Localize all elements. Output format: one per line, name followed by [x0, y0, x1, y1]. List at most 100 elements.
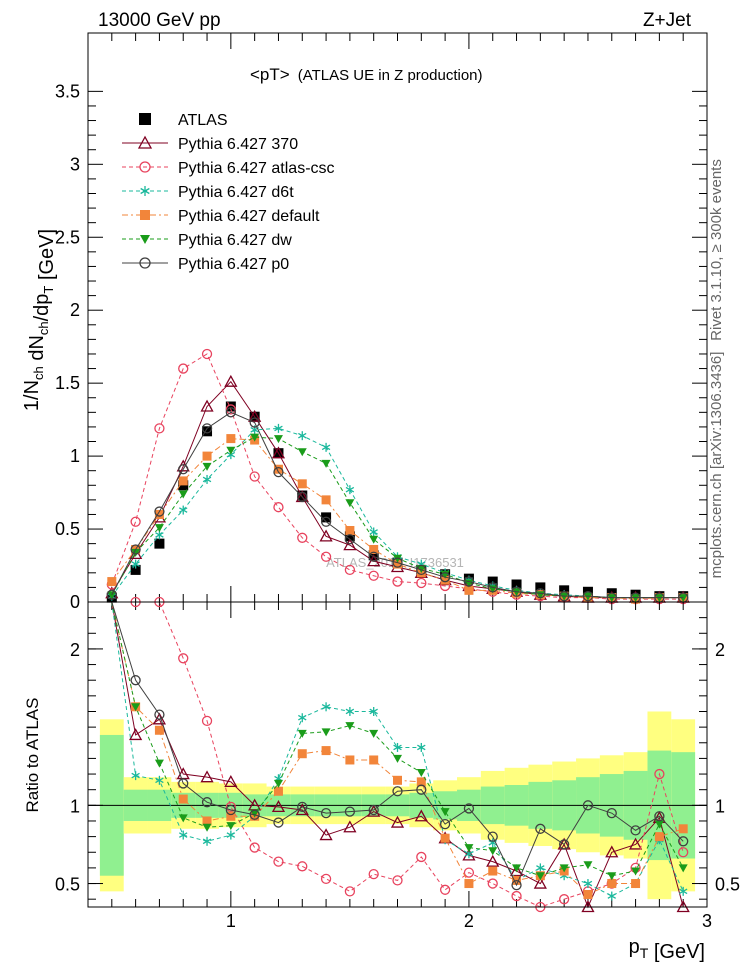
- main-point: [416, 564, 427, 576]
- ratio-point: [129, 728, 143, 741]
- main-point: [107, 577, 117, 587]
- ratio-point: [583, 861, 593, 870]
- ratio-point: [678, 824, 688, 834]
- ratio-point: [559, 894, 570, 905]
- main-point: [131, 559, 140, 569]
- ratio-point: [654, 768, 665, 780]
- ratio-point: [226, 830, 236, 840]
- ratio-point: [678, 836, 689, 847]
- legend-entry: Pythia 6.427 default: [122, 208, 320, 225]
- ratio-point: [607, 872, 617, 881]
- ratio-point: [535, 872, 545, 881]
- ratio-point: [224, 775, 238, 788]
- ratio-ytick-label-right: 0.5: [715, 875, 740, 895]
- main-point: [249, 417, 260, 428]
- main-point: [154, 538, 165, 549]
- main-point: [273, 467, 284, 478]
- legend-marker: [140, 210, 150, 220]
- ratio-point: [463, 803, 475, 814]
- ratio-point: [393, 775, 402, 785]
- main-point: [154, 524, 164, 533]
- legend-label: Pythia 6.427 p0: [178, 256, 289, 273]
- main-point: [130, 544, 141, 555]
- main-point: [392, 557, 403, 568]
- ratio-point: [628, 837, 643, 850]
- energy-label: 13000 GeV pp: [98, 10, 221, 31]
- main-subtitle: (ATLAS UE in Z production): [298, 67, 483, 84]
- ratio-point: [320, 808, 332, 819]
- ratio-point: [392, 875, 403, 886]
- ratio-point: [178, 794, 188, 804]
- ratio-series-layer: [111, 596, 690, 913]
- ratio-point: [416, 777, 426, 787]
- ratio-point: [201, 715, 213, 727]
- main-point: [319, 529, 333, 542]
- main-point: [106, 589, 117, 600]
- main-series-0: [106, 401, 689, 603]
- main-point: [297, 448, 307, 457]
- main-point: [368, 570, 379, 581]
- main-point: [345, 499, 355, 508]
- ratio-point: [226, 822, 236, 831]
- ratio-point: [297, 749, 307, 759]
- ratio-point: [369, 755, 379, 765]
- ratio-point: [154, 759, 164, 768]
- ratio-point: [464, 844, 474, 853]
- main-point: [321, 442, 331, 452]
- ratio-point: [367, 804, 381, 817]
- ratio-ytick-label-right: 1: [715, 796, 725, 816]
- ratio-point: [583, 889, 593, 899]
- ratio-point: [488, 866, 498, 876]
- main-ytick-label: 1.5: [55, 373, 80, 393]
- ratio-point: [297, 801, 308, 813]
- main-axis-ticks: 0 0.5 1 1.5 2 2.5 3 3.5: [55, 33, 708, 612]
- ratio-point: [369, 729, 379, 738]
- ratio-point: [249, 842, 260, 853]
- main-point: [535, 588, 546, 599]
- ratio-point: [225, 804, 236, 816]
- main-ylabel: 1/Nch dNch/dpT [GeV]: [21, 229, 58, 411]
- main-point: [154, 423, 165, 434]
- ratio-ylabel: Ratio to ATLAS: [23, 698, 42, 813]
- main-series-line: [111, 353, 684, 600]
- ratio-ytick-label: 2: [70, 640, 80, 660]
- main-series-line: [111, 411, 684, 599]
- ratio-point: [344, 806, 356, 817]
- ratio-point: [297, 729, 307, 738]
- main-series-line: [111, 427, 684, 599]
- main-point: [343, 538, 357, 551]
- ratio-point: [678, 847, 689, 858]
- main-point: [369, 535, 379, 544]
- ratio-point: [559, 864, 569, 873]
- main-point: [368, 551, 379, 562]
- main-point: [178, 464, 189, 475]
- main-point: [202, 474, 212, 484]
- main-point: [273, 435, 283, 444]
- legend-label: Pythia 6.427 d6t: [178, 184, 294, 201]
- main-point: [463, 576, 475, 587]
- ratio-point: [583, 879, 593, 889]
- ratio-panel: 0.5 0.5 1 1 2 2 1 2 3: [55, 596, 740, 931]
- ratio-point: [390, 815, 405, 828]
- ratio-point: [536, 863, 545, 873]
- main-ytick-label: 2: [70, 300, 80, 320]
- ratio-point: [319, 828, 333, 841]
- main-point: [225, 404, 236, 415]
- main-point: [202, 426, 213, 437]
- ratio-point: [417, 742, 426, 752]
- ratio-point: [440, 808, 450, 817]
- ratio-series-line: [111, 601, 684, 908]
- ratio-point: [509, 864, 524, 877]
- ratio-point: [131, 771, 140, 781]
- main-point: [202, 462, 212, 471]
- ratio-xtick-label: 1: [226, 911, 236, 931]
- main-ytick-label: 2.5: [55, 227, 80, 247]
- main-title: <pT>: [250, 65, 290, 84]
- legend-label: Pythia 6.427 atlas-csc: [178, 160, 335, 177]
- ratio-point: [463, 867, 475, 878]
- ratio-point: [416, 784, 427, 795]
- ratio-point: [321, 728, 331, 737]
- process-label: Z+Jet: [643, 10, 692, 31]
- main-point: [297, 479, 307, 489]
